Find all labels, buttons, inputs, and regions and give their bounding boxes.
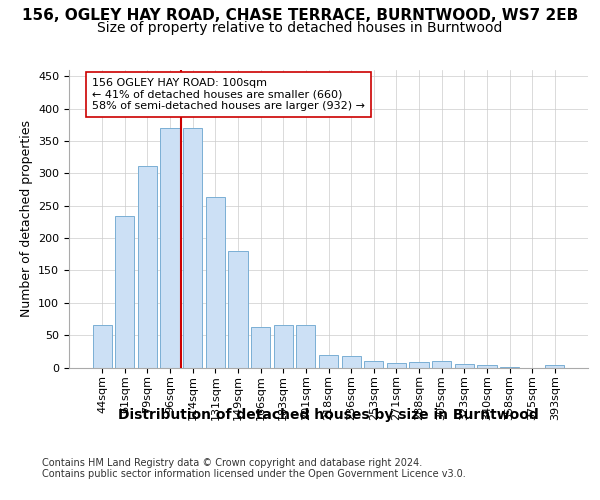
Bar — [455, 364, 474, 368]
Text: Distribution of detached houses by size in Burntwood: Distribution of detached houses by size … — [118, 408, 539, 422]
Y-axis label: Number of detached properties: Number of detached properties — [20, 120, 32, 318]
Bar — [206, 198, 225, 368]
Text: 156, OGLEY HAY ROAD, CHASE TERRACE, BURNTWOOD, WS7 2EB: 156, OGLEY HAY ROAD, CHASE TERRACE, BURN… — [22, 8, 578, 22]
Bar — [432, 361, 451, 368]
Bar — [341, 356, 361, 368]
Bar — [500, 367, 519, 368]
Bar — [274, 326, 293, 368]
Bar — [364, 361, 383, 368]
Bar — [183, 128, 202, 368]
Bar — [229, 251, 248, 368]
Bar — [319, 354, 338, 368]
Bar — [387, 363, 406, 368]
Bar — [115, 216, 134, 368]
Bar — [160, 128, 180, 368]
Bar — [138, 166, 157, 368]
Bar — [477, 365, 497, 368]
Bar — [296, 326, 316, 368]
Bar — [545, 365, 565, 368]
Text: Contains HM Land Registry data © Crown copyright and database right 2024.
Contai: Contains HM Land Registry data © Crown c… — [42, 458, 466, 479]
Text: Size of property relative to detached houses in Burntwood: Size of property relative to detached ho… — [97, 21, 503, 35]
Bar — [251, 327, 270, 368]
Text: 156 OGLEY HAY ROAD: 100sqm
← 41% of detached houses are smaller (660)
58% of sem: 156 OGLEY HAY ROAD: 100sqm ← 41% of deta… — [92, 78, 365, 111]
Bar — [409, 362, 428, 368]
Bar — [92, 326, 112, 368]
